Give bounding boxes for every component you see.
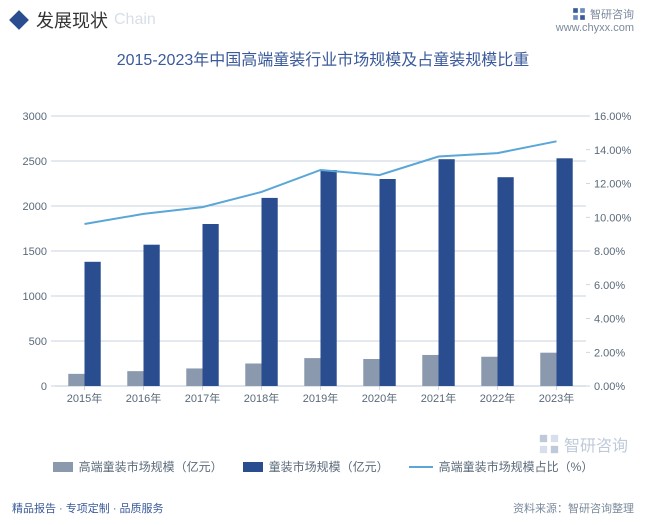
bar	[363, 359, 379, 386]
svg-text:1500: 1500	[23, 246, 47, 258]
bar	[540, 353, 556, 386]
header-right: 智研咨询 www.chyxx.com	[556, 6, 634, 34]
header: 发展现状 Chain 智研咨询 www.chyxx.com	[0, 0, 646, 36]
bar	[498, 177, 514, 386]
bar	[304, 358, 320, 386]
svg-text:2016年: 2016年	[126, 391, 161, 405]
bar	[85, 262, 101, 386]
svg-text:2019年: 2019年	[303, 391, 338, 405]
svg-text:8.00%: 8.00%	[594, 246, 625, 258]
bar	[481, 357, 497, 386]
bar	[245, 364, 261, 387]
svg-text:0: 0	[41, 381, 47, 393]
svg-text:3000: 3000	[23, 111, 47, 123]
svg-text:2.00%: 2.00%	[594, 347, 625, 359]
diamond-icon	[9, 10, 29, 30]
legend-item: 高端童装市场规模（亿元）	[53, 458, 223, 475]
bar	[262, 198, 278, 386]
bar	[203, 224, 219, 386]
chart-svg: 0 500 1000 1500 2000 2500 3000 0.00% 2.00% 4.00% 6…	[0, 76, 646, 456]
bar	[144, 245, 160, 386]
legend-label: 童装市场规模（亿元）	[269, 458, 389, 475]
legend-swatch	[53, 462, 73, 472]
footer-right: 资料来源：智研咨询整理	[513, 500, 634, 516]
footer-left: 精品报告 · 专项定制 · 品质服务	[12, 500, 164, 516]
bar	[380, 179, 396, 386]
header-title-cn: 发展现状	[36, 7, 108, 33]
legend-item: 童装市场规模（亿元）	[243, 458, 389, 475]
brand-name: 智研咨询	[590, 6, 634, 22]
watermark-icon	[538, 433, 560, 455]
svg-text:6.00%: 6.00%	[594, 280, 625, 292]
legend-line-icon	[409, 466, 433, 468]
legend-item: 高端童装市场规模占比（%）	[409, 458, 594, 475]
chart-area: 2015-2023年中国高端童装行业市场规模及占童装规模比重 0 500 1000 1…	[0, 36, 646, 496]
svg-text:1000: 1000	[23, 291, 47, 303]
legend-swatch	[243, 462, 263, 472]
brand-site: www.chyxx.com	[556, 22, 634, 34]
bar	[439, 159, 455, 386]
svg-text:2500: 2500	[23, 156, 47, 168]
chart-title: 2015-2023年中国高端童装行业市场规模及占童装规模比重	[0, 36, 646, 76]
svg-text:500: 500	[29, 336, 47, 348]
bar	[321, 170, 337, 386]
bar	[422, 355, 438, 386]
watermark-text: 智研咨询	[564, 432, 628, 456]
svg-text:14.00%: 14.00%	[594, 145, 632, 157]
legend-label: 高端童装市场规模占比（%）	[439, 458, 594, 475]
legend: 高端童装市场规模（亿元） 童装市场规模（亿元） 高端童装市场规模占比（%）	[0, 456, 646, 477]
legend-label: 高端童装市场规模（亿元）	[79, 458, 223, 475]
svg-text:16.00%: 16.00%	[594, 111, 632, 123]
svg-text:2021年: 2021年	[421, 391, 456, 405]
bar	[68, 374, 84, 386]
svg-text:2023年: 2023年	[539, 391, 574, 405]
svg-text:2015年: 2015年	[67, 391, 102, 405]
bar	[186, 368, 202, 386]
footer: 精品报告 · 专项定制 · 品质服务 资料来源：智研咨询整理	[0, 496, 646, 522]
svg-text:2020年: 2020年	[362, 391, 397, 405]
svg-text:2017年: 2017年	[185, 391, 220, 405]
header-title-en: Chain	[114, 11, 156, 29]
svg-text:0.00%: 0.00%	[594, 381, 625, 393]
brand-row: 智研咨询	[556, 6, 634, 22]
svg-text:2022年: 2022年	[480, 391, 515, 405]
svg-text:4.00%: 4.00%	[594, 314, 625, 326]
svg-text:10.00%: 10.00%	[594, 212, 632, 224]
svg-text:2018年: 2018年	[244, 391, 279, 405]
watermark-logo: 智研咨询	[538, 432, 628, 456]
bar	[127, 371, 143, 386]
svg-text:2000: 2000	[23, 201, 47, 213]
header-left: 发展现状 Chain	[12, 7, 156, 33]
bar	[557, 158, 573, 386]
brand-icon	[572, 7, 586, 21]
svg-text:12.00%: 12.00%	[594, 179, 632, 191]
